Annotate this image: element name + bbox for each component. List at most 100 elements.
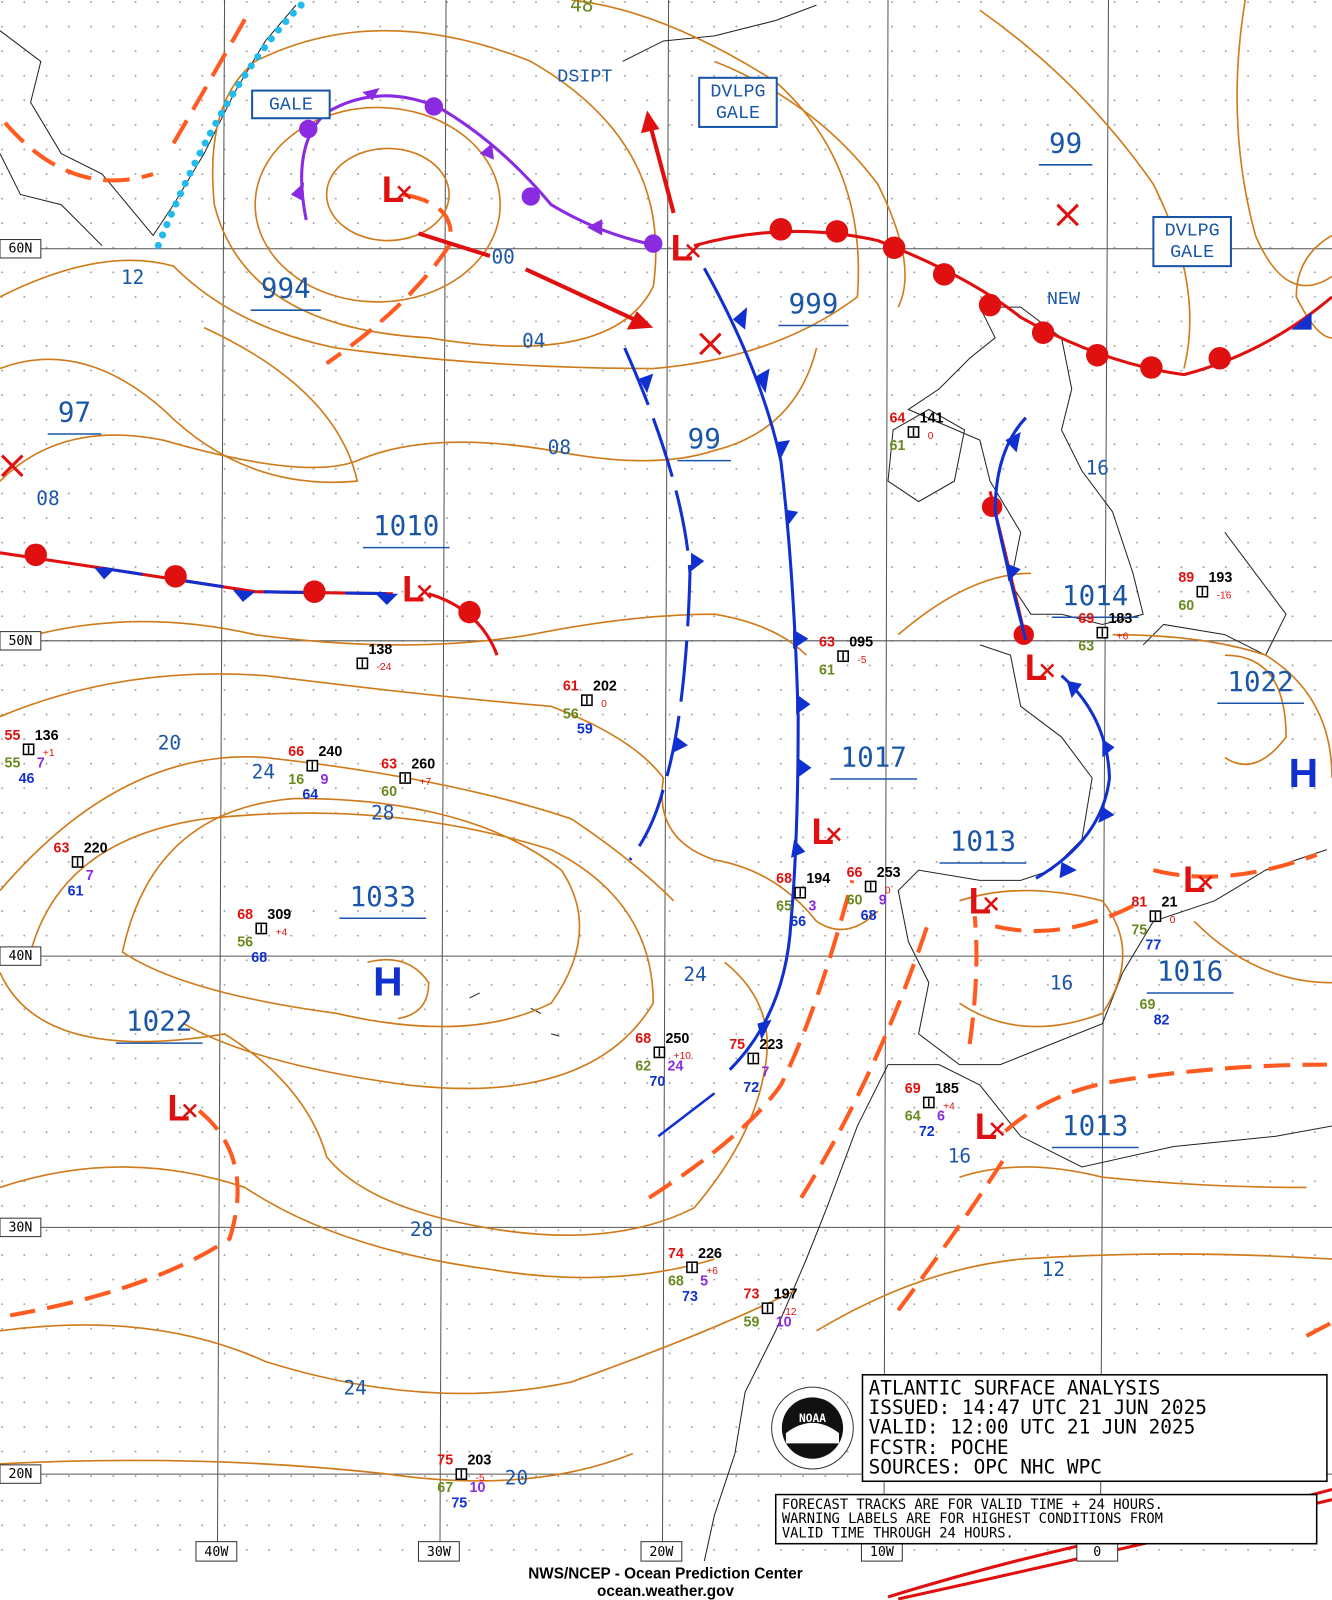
low-symbol: L: [811, 811, 833, 852]
station-tendency: +1: [43, 748, 55, 759]
lat-label-box: [0, 631, 42, 651]
troughs-part: [1004, 1062, 1327, 1133]
lat-label: 30N: [8, 1220, 32, 1235]
station-dewpoint: 67: [437, 1480, 453, 1496]
lat-label-box: [0, 239, 42, 259]
cold-fronts-part: [775, 440, 791, 461]
isobar-label: 16: [948, 1144, 971, 1167]
station-tendency: 0: [928, 431, 934, 442]
lat-label: 50N: [8, 634, 32, 649]
coastlines: [0, 4, 1332, 1562]
station-pressure: 203: [467, 1453, 491, 1469]
isobars-part: [958, 889, 1124, 1028]
storm-tracks-part: [417, 231, 491, 258]
station-temperature: 75: [729, 1037, 745, 1053]
station-pressure: 141: [920, 410, 944, 426]
storm-tracks-part: [648, 124, 676, 214]
lat-label: 60N: [8, 242, 32, 257]
credit: NWS/NCEP - Ocean Prediction Center: [528, 1565, 802, 1582]
occluded-front-part: [299, 119, 318, 139]
station-dewpoint: 56: [237, 935, 253, 951]
pressure-center-label: 1022: [126, 1005, 192, 1038]
isobars-part: [1295, 234, 1332, 339]
station-temperature: 89: [1178, 570, 1194, 586]
forecast-positions: [0, 203, 1079, 478]
station-dewpoint: 64: [905, 1109, 921, 1125]
isobars-part: [0, 326, 359, 484]
station-dewpoint: 63: [1078, 639, 1094, 655]
station-dewpoint: 62: [635, 1058, 651, 1074]
station-temperature: 74: [668, 1246, 684, 1262]
station-sea-temperature: 72: [743, 1080, 759, 1096]
warm-front-part: [825, 220, 849, 243]
lat-label-box: [0, 946, 42, 966]
troughs-part: [967, 916, 979, 1045]
graticule-part: [1099, 0, 1109, 1562]
station-sea-temperature: 59: [577, 722, 593, 738]
station-dewpoint: 60: [381, 784, 397, 800]
info-forecaster: FCSTR: POCHE: [869, 1436, 1009, 1459]
station-wave-height: 7: [86, 868, 94, 884]
troughs-part: [325, 192, 453, 366]
latitude-labels: 60N 50N 40N 30N 20N: [0, 239, 42, 1484]
low-symbol: L: [671, 227, 693, 268]
isobar-label: 20: [505, 1467, 528, 1490]
warning-label: GALE: [269, 94, 313, 115]
isobar-label: 00: [492, 245, 515, 268]
cold-fronts-part: [638, 373, 654, 394]
troughs-part: [994, 904, 1134, 934]
note-line: FORECAST TRACKS ARE FOR VALID TIME + 24 …: [782, 1497, 1163, 1513]
occluded-front-part: [290, 182, 305, 201]
isobars-part: [254, 106, 501, 303]
station-pressure: 183: [1108, 611, 1132, 627]
coastlines-part: [907, 306, 1144, 625]
station-temperature: 61: [563, 679, 579, 695]
troughs-part: [3, 121, 154, 183]
station-tendency: +6: [1117, 631, 1129, 642]
cold-fronts-part: [1066, 680, 1082, 699]
info-box: ATLANTIC SURFACE ANALYSIS ISSUED: 14:47 …: [861, 1374, 1328, 1483]
lon-label: 10W: [870, 1545, 894, 1560]
pressure-symbols: L L L L L L L L L H H: [167, 169, 1318, 1147]
station-wave-height: 5: [700, 1273, 708, 1289]
pressure-center-label: 994: [261, 272, 311, 305]
isobar-label: 08: [36, 487, 59, 510]
cold-fronts-part: [797, 757, 812, 778]
low-center-mark: [182, 1103, 197, 1118]
station-sea-temperature: 75: [451, 1496, 467, 1512]
station-tendency: -5: [857, 655, 866, 666]
station-pressure: 260: [411, 756, 435, 772]
cold-fronts-part: [793, 629, 809, 650]
warning-label: DVLPG: [1165, 221, 1220, 242]
pressure-center-label: 1022: [1227, 665, 1293, 698]
isobar-label: 12: [1042, 1258, 1065, 1281]
station-temperature: 63: [819, 635, 835, 651]
logo-wave: [785, 1422, 840, 1444]
lon-label: 20W: [649, 1545, 673, 1560]
station-temperature: 68: [635, 1031, 651, 1047]
notes-box: FORECAST TRACKS ARE FOR VALID TIME + 24 …: [774, 1493, 1318, 1545]
warning-box: [251, 89, 331, 120]
cold-fronts-part: [623, 347, 692, 861]
lat-label: 20N: [8, 1467, 32, 1482]
station-temperature: 66: [847, 865, 863, 881]
info-title: ATLANTIC SURFACE ANALYSIS: [869, 1377, 1161, 1400]
station-temperature: 66: [288, 744, 304, 760]
cold-fronts-part: [657, 1092, 716, 1138]
stationary-front: [0, 543, 399, 605]
coastlines-part: [888, 1064, 1332, 1168]
coastlines-part: [703, 1064, 889, 1562]
longitude-labels: 40W 30W 20W 10W 0: [195, 1541, 1119, 1562]
station-plot: 64 141 0 61: [889, 410, 943, 454]
station-wave-height: 6: [937, 1109, 945, 1125]
station-dewpoint: 61: [819, 662, 835, 678]
pressure-center-label: 1016: [1157, 954, 1223, 987]
note-line: VALID TIME THROUGH 24 HOURS.: [782, 1525, 1014, 1541]
coastlines-part: [897, 644, 1328, 1066]
isobar-label: 24: [252, 760, 275, 783]
low-center-mark: [1040, 663, 1055, 678]
